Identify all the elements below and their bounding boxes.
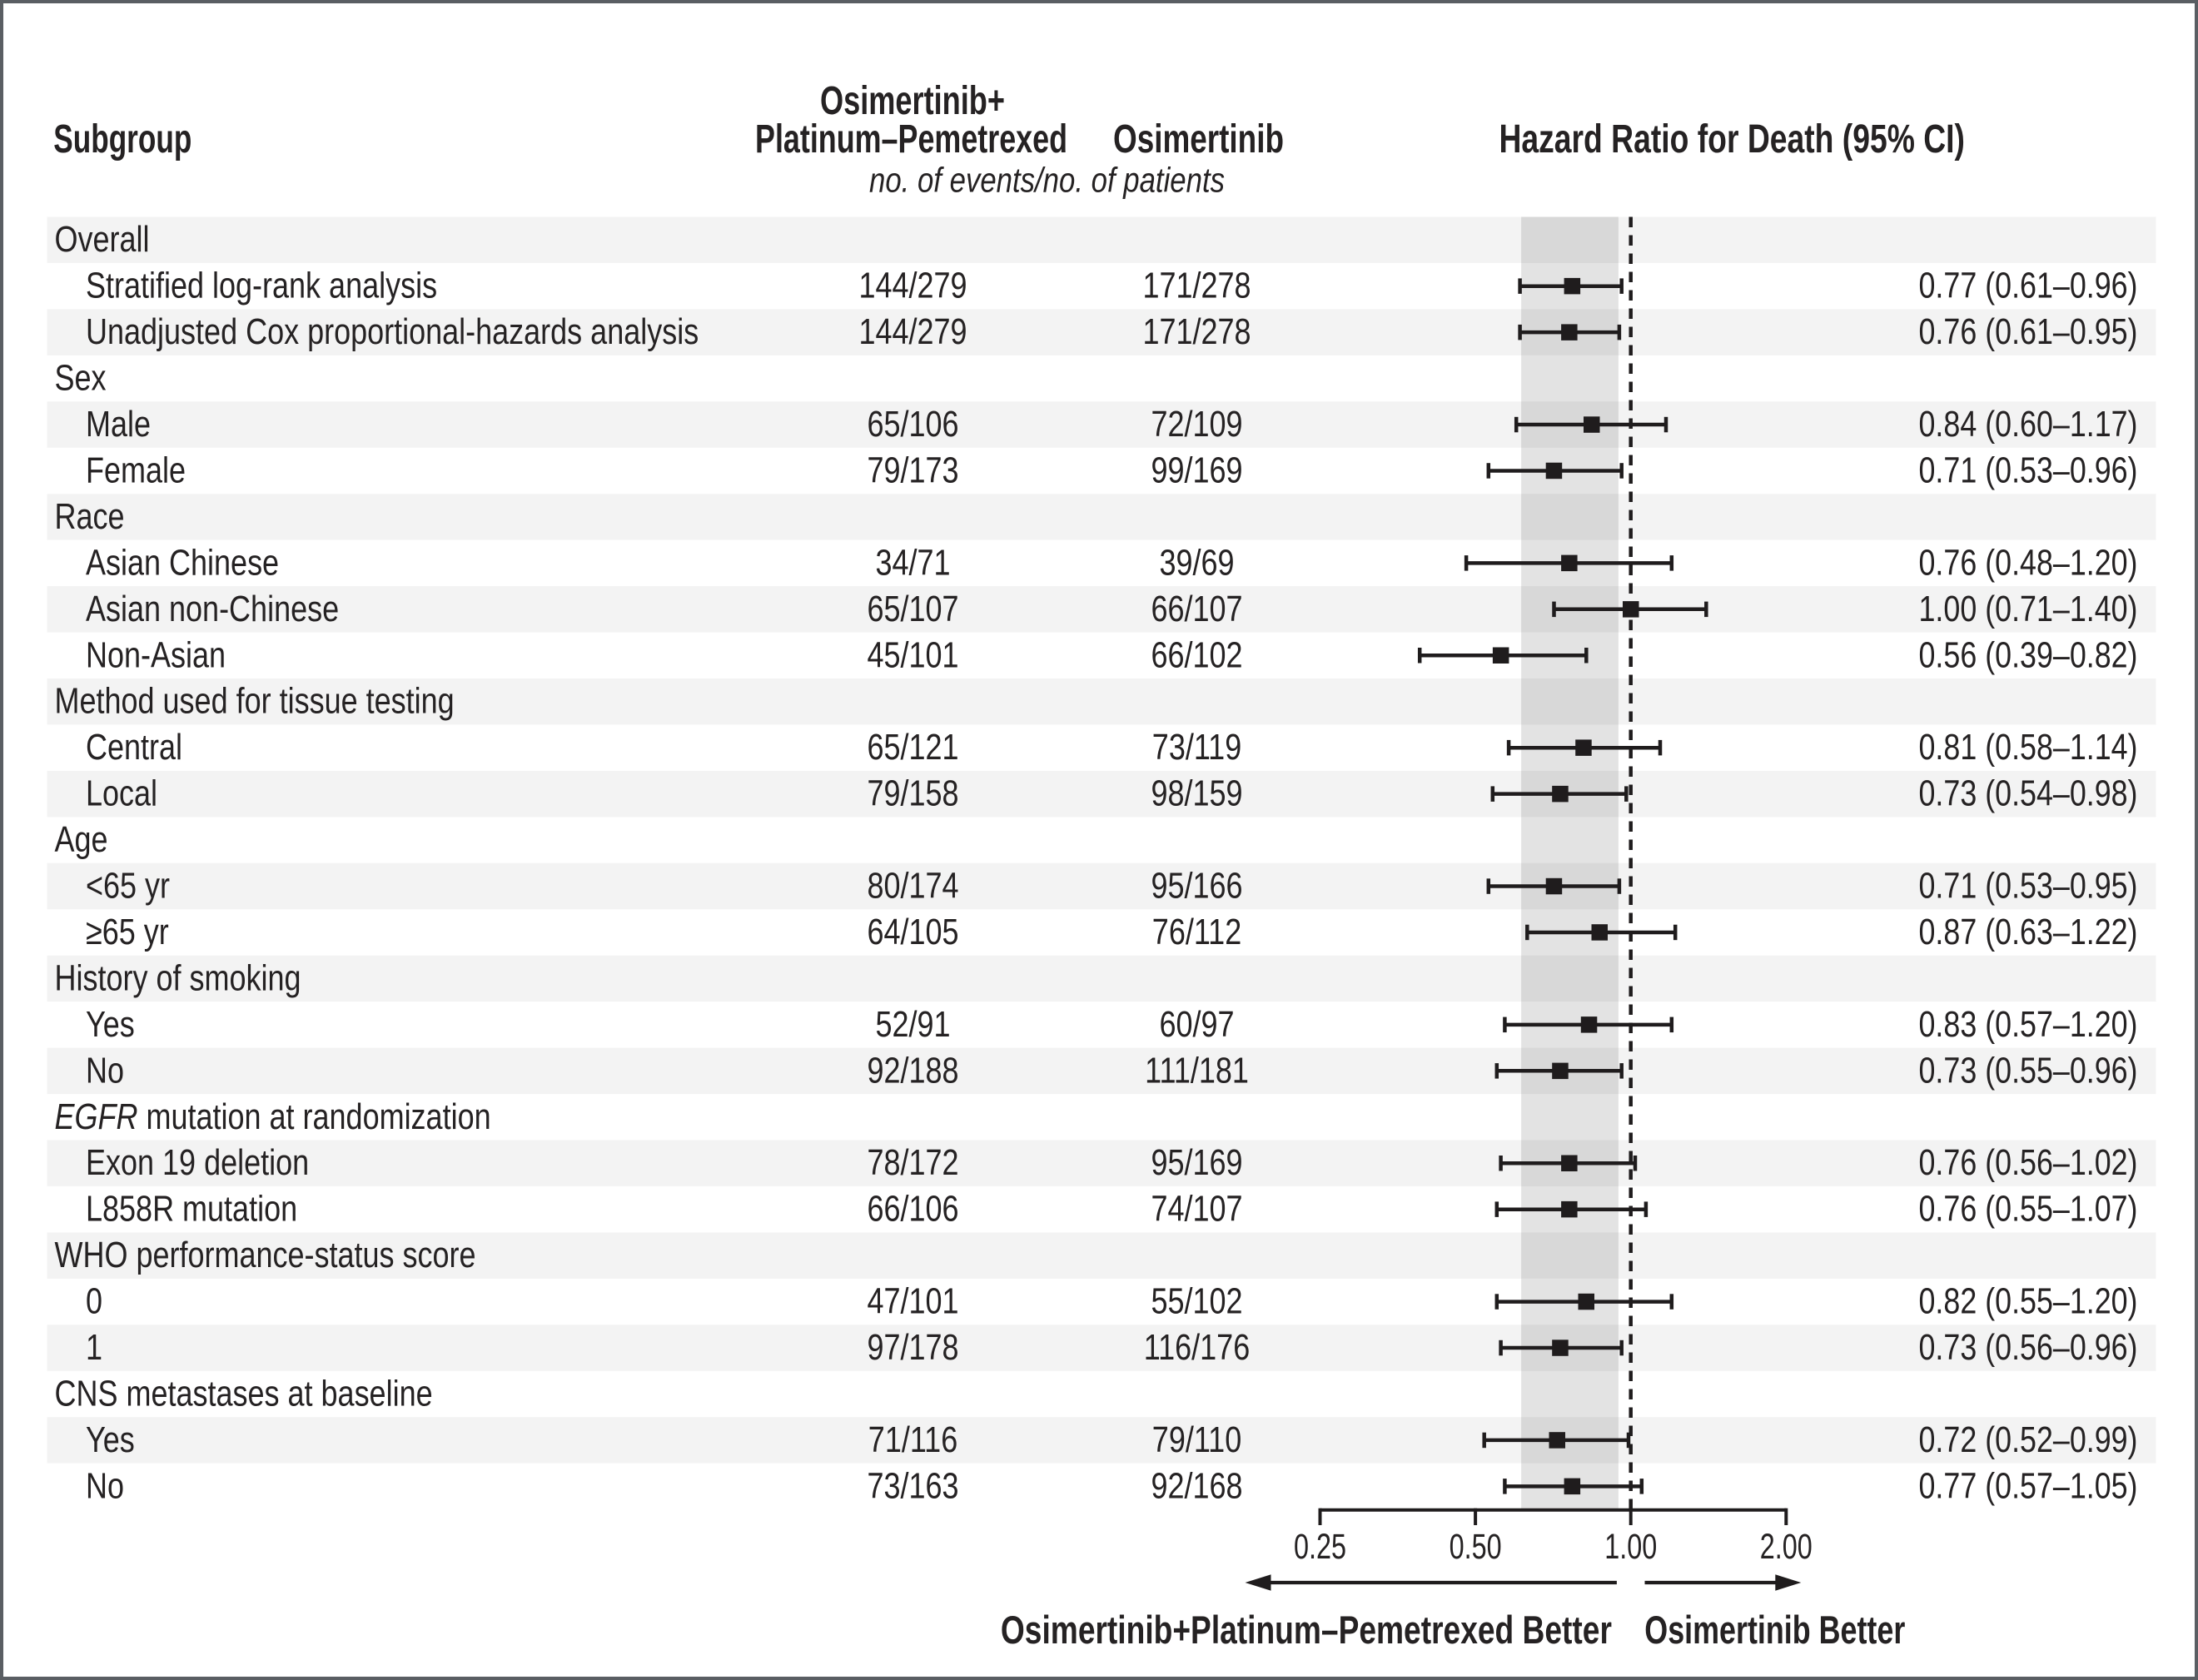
- svg-text:0.56 (0.39–0.82): 0.56 (0.39–0.82): [1919, 635, 2138, 675]
- svg-text:65/121: 65/121: [867, 728, 958, 768]
- svg-text:64/105: 64/105: [867, 912, 958, 952]
- svg-text:73/163: 73/163: [867, 1466, 958, 1506]
- svg-text:0.77 (0.57–1.05): 0.77 (0.57–1.05): [1919, 1466, 2138, 1506]
- svg-text:no. of events/no. of patients: no. of events/no. of patients: [869, 162, 1225, 200]
- svg-text:No: No: [86, 1466, 124, 1506]
- svg-text:39/69: 39/69: [1159, 543, 1234, 583]
- svg-text:Central: Central: [86, 728, 182, 768]
- svg-text:Male: Male: [86, 405, 151, 445]
- svg-text:0.50: 0.50: [1450, 1527, 1502, 1567]
- svg-text:Platinum–Pemetrexed: Platinum–Pemetrexed: [755, 117, 1067, 162]
- svg-text:116/176: 116/176: [1144, 1328, 1250, 1368]
- svg-text:Asian non-Chinese: Asian non-Chinese: [86, 589, 339, 629]
- svg-text:80/174: 80/174: [867, 866, 958, 906]
- svg-text:74/107: 74/107: [1151, 1189, 1242, 1229]
- svg-text:<65 yr: <65 yr: [86, 866, 170, 906]
- svg-text:1.00 (0.71–1.40): 1.00 (0.71–1.40): [1919, 589, 2138, 629]
- svg-text:0: 0: [86, 1281, 102, 1321]
- svg-text:111/181: 111/181: [1145, 1051, 1249, 1091]
- svg-text:Osimertinib+Platinum–Pemetrexe: Osimertinib+Platinum–Pemetrexed Better: [1001, 1608, 1612, 1653]
- svg-text:≥65 yr: ≥65 yr: [86, 912, 169, 952]
- svg-text:Unadjusted Cox proportional-ha: Unadjusted Cox proportional-hazards anal…: [86, 312, 699, 352]
- svg-text:34/71: 34/71: [875, 543, 950, 583]
- svg-text:55/102: 55/102: [1151, 1281, 1242, 1321]
- svg-text:45/101: 45/101: [867, 635, 958, 675]
- svg-text:History of smoking: History of smoking: [55, 958, 301, 998]
- svg-text:Subgroup: Subgroup: [53, 117, 191, 162]
- svg-text:0.82 (0.55–1.20): 0.82 (0.55–1.20): [1919, 1281, 2138, 1321]
- svg-text:Yes: Yes: [86, 1005, 135, 1045]
- svg-text:66/106: 66/106: [867, 1189, 958, 1229]
- svg-text:144/279: 144/279: [858, 266, 967, 306]
- svg-text:0.84 (0.60–1.17): 0.84 (0.60–1.17): [1919, 405, 2138, 445]
- svg-text:0.81 (0.58–1.14): 0.81 (0.58–1.14): [1919, 728, 2138, 768]
- svg-text:171/278: 171/278: [1142, 266, 1251, 306]
- svg-text:L858R mutation: L858R mutation: [86, 1189, 297, 1229]
- svg-text:0.87 (0.63–1.22): 0.87 (0.63–1.22): [1919, 912, 2138, 952]
- svg-text:0.25: 0.25: [1294, 1527, 1346, 1567]
- svg-text:Local: Local: [86, 773, 157, 813]
- svg-text:99/169: 99/169: [1151, 450, 1242, 490]
- svg-text:1: 1: [86, 1328, 102, 1368]
- svg-text:Race: Race: [55, 497, 125, 537]
- svg-text:Osimertinib+: Osimertinib+: [820, 78, 1005, 123]
- svg-text:WHO performance-status score: WHO performance-status score: [55, 1235, 476, 1275]
- svg-text:79/158: 79/158: [867, 773, 958, 813]
- svg-text:Non-Asian: Non-Asian: [86, 635, 226, 675]
- svg-text:171/278: 171/278: [1142, 312, 1251, 352]
- svg-text:0.71 (0.53–0.96): 0.71 (0.53–0.96): [1919, 450, 2138, 490]
- svg-text:0.76 (0.55–1.07): 0.76 (0.55–1.07): [1919, 1189, 2138, 1229]
- svg-text:95/169: 95/169: [1151, 1143, 1242, 1183]
- svg-text:Osimertinib Better: Osimertinib Better: [1644, 1608, 1905, 1653]
- svg-text:Overall: Overall: [55, 220, 150, 260]
- svg-text:Age: Age: [55, 820, 108, 860]
- svg-text:52/91: 52/91: [875, 1005, 950, 1045]
- svg-text:0.72 (0.52–0.99): 0.72 (0.52–0.99): [1919, 1420, 2138, 1460]
- svg-text:144/279: 144/279: [858, 312, 967, 352]
- svg-text:73/119: 73/119: [1152, 728, 1241, 768]
- svg-text:72/109: 72/109: [1151, 405, 1242, 445]
- svg-text:92/168: 92/168: [1151, 1466, 1242, 1506]
- svg-text:Exon 19 deletion: Exon 19 deletion: [86, 1143, 309, 1183]
- svg-text:66/102: 66/102: [1151, 635, 1242, 675]
- svg-text:0.76 (0.61–0.95): 0.76 (0.61–0.95): [1919, 312, 2138, 352]
- svg-text:79/110: 79/110: [1152, 1420, 1241, 1460]
- svg-text:71/116: 71/116: [868, 1420, 957, 1460]
- svg-text:Female: Female: [86, 450, 186, 490]
- svg-text:76/112: 76/112: [1152, 912, 1241, 952]
- svg-text:Stratified log-rank analysis: Stratified log-rank analysis: [86, 266, 437, 306]
- svg-text:No: No: [86, 1051, 124, 1091]
- svg-text:0.71 (0.53–0.95): 0.71 (0.53–0.95): [1919, 866, 2138, 906]
- svg-text:0.73 (0.55–0.96): 0.73 (0.55–0.96): [1919, 1051, 2138, 1091]
- svg-text:65/106: 65/106: [867, 405, 958, 445]
- svg-text:Method used for tissue testing: Method used for tissue testing: [55, 681, 455, 721]
- svg-text:Yes: Yes: [86, 1420, 135, 1460]
- svg-text:CNS metastases at baseline: CNS metastases at baseline: [55, 1374, 433, 1414]
- svg-text:98/159: 98/159: [1151, 773, 1242, 813]
- svg-text:Hazard Ratio for Death (95% CI: Hazard Ratio for Death (95% CI): [1499, 117, 1965, 162]
- svg-text:78/172: 78/172: [867, 1143, 958, 1183]
- svg-text:Osimertinib: Osimertinib: [1113, 117, 1284, 162]
- svg-text:97/178: 97/178: [867, 1328, 958, 1368]
- svg-text:65/107: 65/107: [867, 589, 958, 629]
- svg-text:0.77 (0.61–0.96): 0.77 (0.61–0.96): [1919, 266, 2138, 306]
- svg-text:0.83 (0.57–1.20): 0.83 (0.57–1.20): [1919, 1005, 2138, 1045]
- svg-text:EGFR mutation at randomization: EGFR mutation at randomization: [55, 1097, 491, 1137]
- svg-text:2.00: 2.00: [1760, 1527, 1813, 1567]
- svg-text:Asian Chinese: Asian Chinese: [86, 543, 279, 583]
- svg-text:60/97: 60/97: [1159, 1005, 1234, 1045]
- svg-text:95/166: 95/166: [1151, 866, 1242, 906]
- svg-text:0.76 (0.48–1.20): 0.76 (0.48–1.20): [1919, 543, 2138, 583]
- svg-text:66/107: 66/107: [1151, 589, 1242, 629]
- svg-text:0.73 (0.54–0.98): 0.73 (0.54–0.98): [1919, 773, 2138, 813]
- svg-text:47/101: 47/101: [867, 1281, 958, 1321]
- svg-text:1.00: 1.00: [1604, 1527, 1657, 1567]
- svg-text:92/188: 92/188: [867, 1051, 958, 1091]
- svg-text:0.73 (0.56–0.96): 0.73 (0.56–0.96): [1919, 1328, 2138, 1368]
- svg-text:79/173: 79/173: [867, 450, 958, 490]
- svg-text:Sex: Sex: [55, 358, 107, 398]
- svg-text:0.76 (0.56–1.02): 0.76 (0.56–1.02): [1919, 1143, 2138, 1183]
